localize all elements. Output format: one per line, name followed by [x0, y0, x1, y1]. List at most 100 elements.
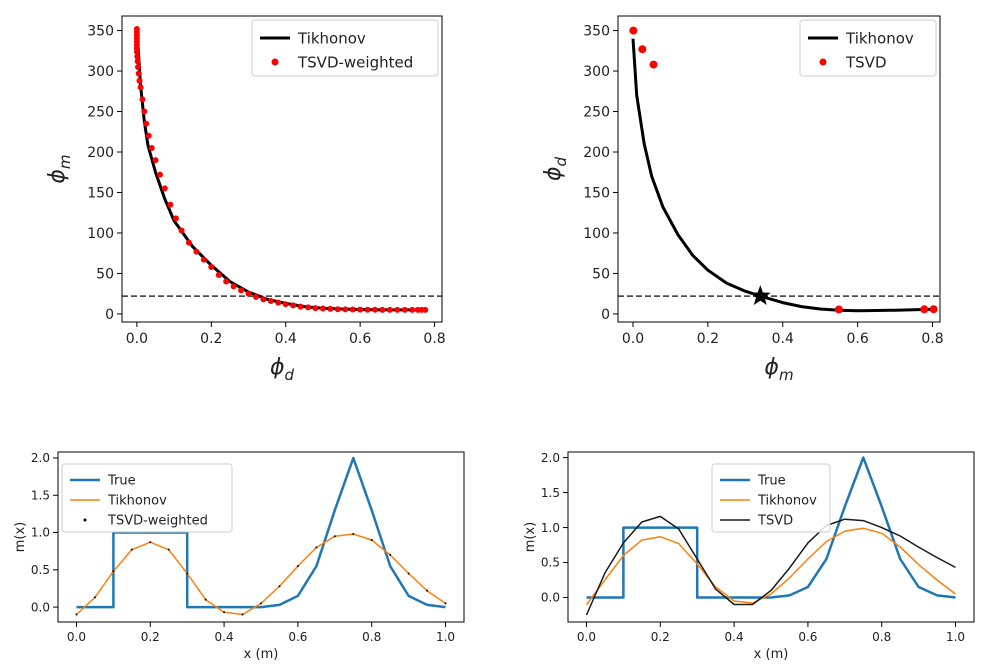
plot-area: [122, 25, 442, 313]
data-point-tsvd-weighted: [275, 299, 282, 306]
x-tick-label: 0.6: [349, 331, 371, 347]
data-point-tsvd-weighted: [260, 296, 267, 303]
x-tick-label: 0.2: [651, 630, 670, 644]
y-axis-label: m(x): [13, 522, 28, 553]
data-point-tsvd-weighted: [312, 305, 319, 312]
data-point-tsvd-weighted: [172, 215, 179, 222]
data-point-tsvd-weighted: [141, 108, 148, 115]
data-point-tsvd-weighted: [134, 58, 141, 65]
data-point-tsvd-weighted: [389, 553, 392, 556]
y-tick-label: 300: [87, 64, 114, 80]
axis-label: ϕm: [764, 355, 793, 384]
x-tick-label: 1.0: [436, 630, 455, 644]
y-tick-label: 0.0: [541, 591, 560, 605]
data-point-tsvd-weighted: [186, 572, 189, 575]
data-point-tsvd-weighted: [386, 306, 393, 313]
y-tick-label: 0.5: [541, 556, 560, 570]
x-tick-label: 0.2: [697, 331, 719, 347]
y-tick-label: 0.0: [31, 600, 50, 614]
y-axis-label: m(x): [523, 522, 538, 553]
data-point-tsvd-weighted: [357, 306, 364, 313]
legend-label-tsvd-weighted: TSVD-weighted: [297, 53, 413, 71]
data-point-tsvd-weighted: [422, 306, 429, 313]
data-point-tsvd-weighted: [167, 201, 174, 208]
data-point-tsvd-weighted: [352, 533, 355, 536]
data-point-tsvd-weighted: [409, 306, 416, 313]
data-point-tsvd: [649, 60, 658, 69]
y-tick-label: 150: [583, 185, 610, 201]
legend-swatch-tsvd: [819, 58, 827, 66]
data-point-tsvd-weighted: [379, 306, 386, 313]
y-tick-label: 200: [87, 145, 114, 161]
data-point-tsvd-weighted: [215, 272, 222, 279]
x-tick-label: 0.6: [798, 630, 817, 644]
y-tick-label: 300: [583, 64, 610, 80]
data-point-tsvd-weighted: [372, 306, 379, 313]
data-point-tsvd-weighted: [252, 293, 259, 300]
legend-swatch-tsvd-weighted: [271, 58, 279, 66]
data-point-tsvd-weighted: [230, 283, 237, 290]
data-point-tsvd-weighted: [394, 306, 401, 313]
data-point-tsvd-weighted: [297, 303, 304, 310]
x-tick-label: 0.0: [126, 331, 148, 347]
data-point-tsvd-weighted: [134, 53, 141, 60]
data-point-tsvd-weighted: [245, 290, 252, 297]
data-point-tsvd-weighted: [327, 305, 334, 312]
y-tick-label: 200: [583, 145, 610, 161]
legend-label-tsvd: TSVD: [757, 514, 793, 529]
axis-label: ϕd: [270, 355, 295, 384]
data-point-tsvd-weighted: [315, 546, 318, 549]
y-tick-label: 100: [583, 226, 610, 242]
x-tick-label: 0.4: [215, 630, 234, 644]
y-tick-label: 2.0: [541, 451, 560, 465]
data-point-tsvd-weighted: [364, 306, 371, 313]
data-point-tsvd-weighted: [296, 565, 299, 568]
plot-area: [618, 26, 940, 314]
x-tick-label: 0.4: [275, 331, 297, 347]
legend-box: [61, 463, 233, 533]
series-line-tikhonov: [631, 38, 933, 313]
x-tick-label: 0.6: [846, 331, 868, 347]
chart-panel-4: 0.0 0.2 0.4 0.6 0.8 1.0 0.0 0.5 1.0 1.5 2.0 x (m) m(…: [523, 451, 975, 662]
x-tick-label: 0.0: [67, 630, 86, 644]
data-point-tsvd-weighted: [112, 570, 115, 573]
data-point-tsvd-weighted: [407, 572, 410, 575]
data-point-tsvd-weighted: [278, 585, 281, 588]
data-point-tsvd-weighted: [145, 132, 152, 139]
data-point-tsvd-weighted: [135, 64, 141, 70]
data-point-tsvd-weighted: [75, 613, 78, 616]
data-point-tsvd-weighted: [156, 171, 163, 178]
x-axis-label: x (m): [244, 647, 279, 662]
x-tick-label: 0.8: [423, 331, 445, 347]
y-tick-label: 0.5: [31, 563, 50, 577]
axis-label: ϕd: [541, 157, 570, 182]
x-tick-label: 0.6: [288, 630, 307, 644]
legend: Tikhonov TSVD-weighted: [251, 19, 439, 77]
y-tick-label: 350: [87, 23, 114, 39]
chart-panel-1: 0.0 0.2 0.4 0.6 0.8 0 50 100 150 200 250 300 350 ϕd ϕm…: [45, 15, 446, 384]
star-marker: [749, 285, 771, 305]
data-point-tsvd-weighted: [401, 306, 408, 313]
x-tick-label: 0.4: [772, 331, 794, 347]
data-point-tsvd-weighted: [152, 157, 159, 164]
data-point-tsvd-weighted: [93, 596, 96, 599]
series-line-tsvd: [585, 515, 956, 616]
data-point-tsvd-weighted: [334, 306, 341, 313]
series-line-true: [586, 456, 956, 599]
data-point-tsvd-weighted: [133, 48, 140, 55]
y-tick-label: 1.5: [31, 488, 50, 502]
data-point-tsvd: [629, 26, 638, 35]
y-tick-label: 2.0: [31, 451, 50, 465]
data-point-tsvd-weighted: [319, 305, 326, 312]
y-tick-label: 50: [96, 266, 114, 282]
legend: True Tikhonov TSVD-weighted: [61, 463, 233, 533]
data-point-tsvd-weighted: [333, 535, 336, 538]
legend: True Tikhonov TSVD: [711, 463, 831, 533]
data-point-tsvd-weighted: [130, 548, 133, 551]
data-point-tsvd-weighted: [282, 301, 289, 308]
data-point-tsvd-weighted: [349, 306, 356, 313]
legend-swatch-tsvd-weighted: [83, 518, 87, 522]
plot-frame: [567, 451, 975, 623]
plot-frame: [617, 15, 941, 323]
